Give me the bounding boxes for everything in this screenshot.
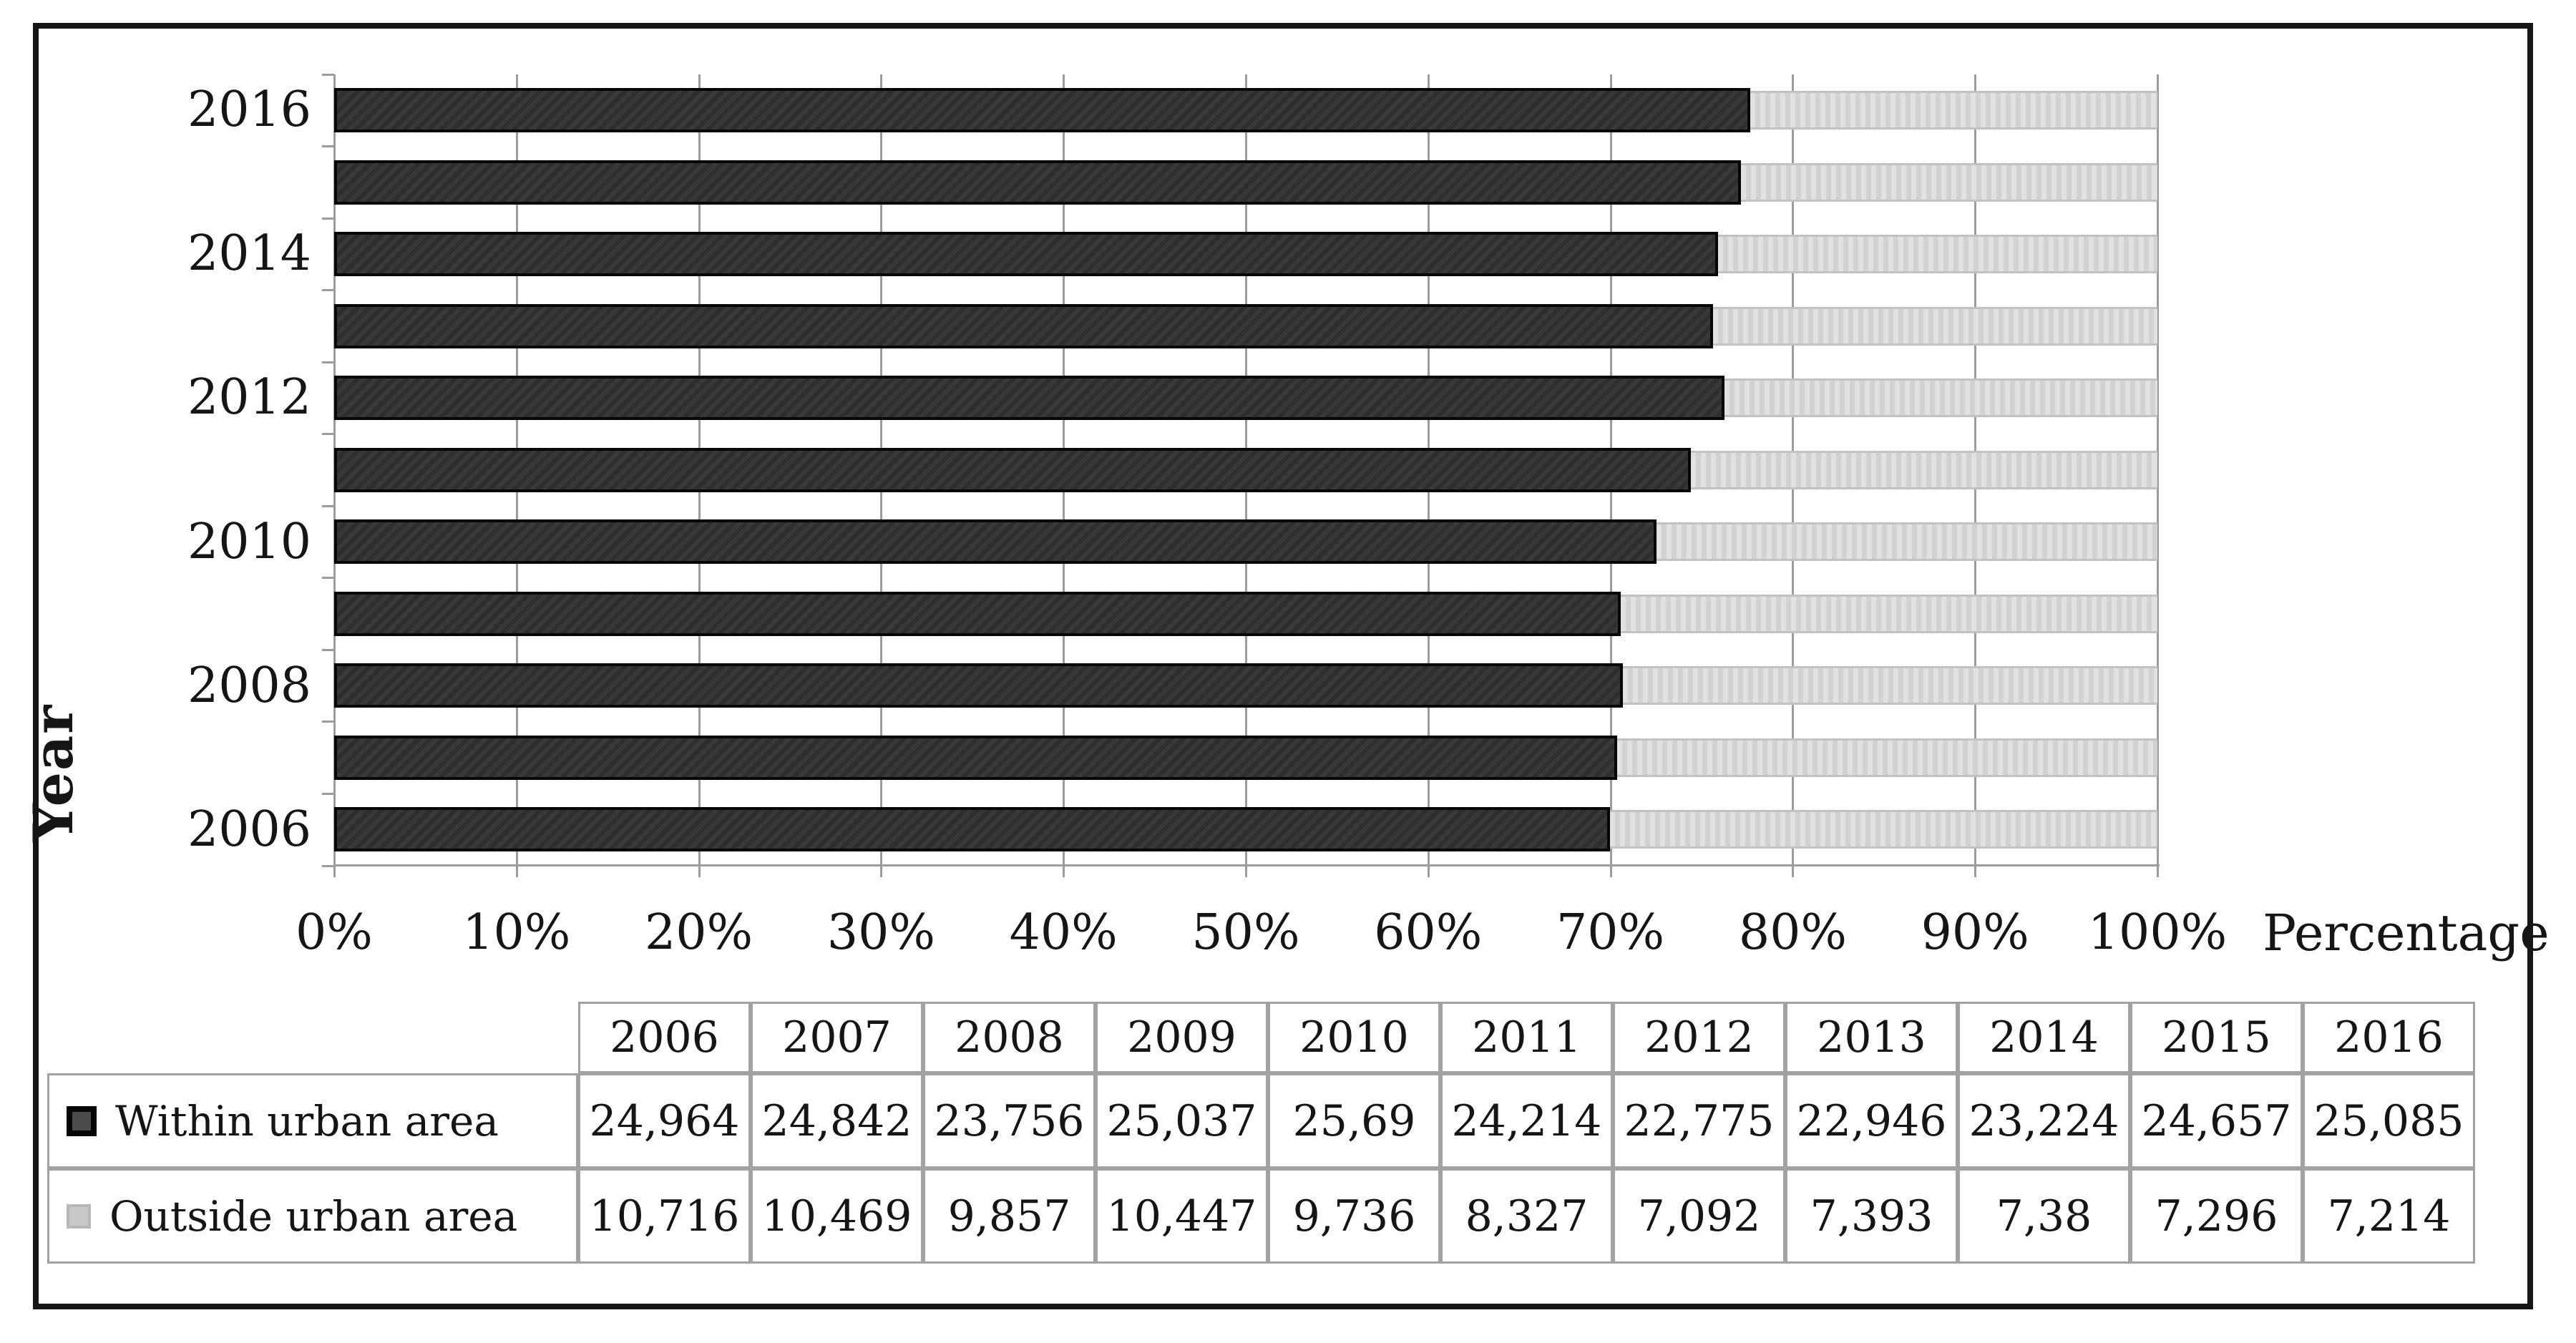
bar-2016-outside: [1750, 91, 2157, 130]
x-tick-label-70%: 70%: [1556, 904, 1665, 961]
y-axis-title: Year: [21, 703, 85, 842]
bar-2009-outside: [1620, 594, 2157, 633]
table-cell-2009-outside: 10,447: [1096, 1168, 1268, 1264]
y-axis-tick: [322, 577, 334, 580]
y-axis-tick: [322, 73, 334, 76]
gridline-100%: [2157, 74, 2159, 877]
table-cell-2006-within: 24,964: [578, 1073, 751, 1168]
table-cell-2016-within: 25,085: [2303, 1073, 2475, 1168]
table-cell-2011-outside: 8,327: [1440, 1168, 1613, 1264]
x-tick-label-80%: 80%: [1738, 904, 1847, 961]
plot-area: [322, 73, 2160, 877]
bar-2008-within: [334, 663, 1623, 708]
series-name: Outside urban area: [109, 1191, 518, 1241]
bar-2013-within: [334, 303, 1714, 348]
y-axis-tick: [322, 145, 334, 148]
table-corner-cell: [47, 1002, 578, 1073]
table-cell-2015-outside: 7,296: [2130, 1168, 2303, 1264]
bar-2013-outside: [1713, 306, 2157, 346]
table-header-2007: 2007: [751, 1002, 923, 1073]
y-tick-label-2010: 2010: [187, 513, 311, 570]
bar-2007-within: [334, 735, 1617, 780]
x-tick-label-100%: 100%: [2087, 904, 2228, 961]
x-tick-label-30%: 30%: [826, 904, 935, 961]
x-tick-label-90%: 90%: [1921, 904, 2029, 961]
table-header-2013: 2013: [1785, 1002, 1958, 1073]
y-tick-label-2012: 2012: [187, 369, 311, 426]
y-axis-tick: [322, 792, 334, 795]
y-tick-label-2014: 2014: [187, 225, 311, 283]
legend-swatch-within-icon: [67, 1105, 97, 1136]
table-cell-2009-within: 25,037: [1096, 1073, 1268, 1168]
table-cell-2013-within: 22,946: [1785, 1073, 1958, 1168]
x-tick-label-40%: 40%: [1009, 904, 1118, 961]
table-cell-2010-within: 25,69: [1268, 1073, 1440, 1168]
table-cell-2008-outside: 9,857: [923, 1168, 1096, 1264]
table-header-2006: 2006: [578, 1002, 751, 1073]
x-tick-label-50%: 50%: [1191, 904, 1300, 961]
table-cell-2013-outside: 7,393: [1785, 1168, 1958, 1264]
bar-2006-within: [334, 807, 1610, 852]
table-header-2015: 2015: [2130, 1002, 2303, 1073]
table-cell-2014-within: 23,224: [1958, 1073, 2130, 1168]
y-tick-label-2008: 2008: [187, 657, 311, 714]
bar-2008-outside: [1622, 666, 2157, 705]
legend-swatch-outside-icon: [67, 1203, 91, 1229]
table-cell-2008-within: 23,756: [923, 1073, 1096, 1168]
bar-2011-outside: [1690, 450, 2157, 489]
x-tick-label-0%: 0%: [296, 904, 373, 961]
bar-2016-within: [334, 88, 1750, 132]
bar-2012-within: [334, 376, 1724, 421]
y-axis-tick: [322, 504, 334, 507]
table-cell-2010-outside: 9,736: [1268, 1168, 1440, 1264]
bar-2010-outside: [1656, 522, 2157, 562]
table-cell-2012-outside: 7,092: [1613, 1168, 1785, 1264]
bar-2015-within: [334, 160, 1742, 205]
bar-2014-outside: [1717, 235, 2157, 274]
table-cell-2015-within: 24,657: [2130, 1073, 2303, 1168]
table-header-2016: 2016: [2303, 1002, 2475, 1073]
x-tick-label-10%: 10%: [462, 904, 571, 961]
table-cell-2012-within: 22,775: [1613, 1073, 1785, 1168]
y-axis-tick: [322, 648, 334, 651]
table-cell-2007-outside: 10,469: [751, 1168, 923, 1264]
y-axis-tick: [322, 289, 334, 292]
bar-2007-outside: [1616, 738, 2157, 777]
y-tick-label-2006: 2006: [187, 801, 311, 858]
figure-border: [33, 23, 2533, 1309]
y-axis-tick: [322, 721, 334, 723]
x-tick-label-20%: 20%: [645, 904, 753, 961]
table-header-2011: 2011: [1440, 1002, 1613, 1073]
bar-2012-outside: [1724, 379, 2157, 418]
table-header-2009: 2009: [1096, 1002, 1268, 1073]
bar-2015-outside: [1741, 162, 2157, 202]
x-tick-label-60%: 60%: [1374, 904, 1483, 961]
table-row-label-within: Within urban area: [47, 1073, 578, 1168]
y-axis-tick: [322, 217, 334, 220]
table-row-label-outside: Outside urban area: [47, 1168, 578, 1264]
y-axis-tick: [322, 361, 334, 363]
data-table: 2006 2007 2008 2009 2010 2011 2012 2013 2014 2015…: [47, 1002, 2475, 1264]
x-axis-line: [334, 864, 2160, 866]
bar-2006-outside: [1609, 810, 2157, 849]
table-header-2014: 2014: [1958, 1002, 2130, 1073]
series-name: Within urban area: [115, 1096, 499, 1146]
table-cell-2016-outside: 7,214: [2303, 1168, 2475, 1264]
x-axis-title: Percentage: [2263, 904, 2550, 962]
y-axis-tick: [322, 864, 334, 867]
bar-2010-within: [334, 519, 1657, 565]
table-cell-2006-outside: 10,716: [578, 1168, 751, 1264]
table-header-2008: 2008: [923, 1002, 1096, 1073]
table-cell-2011-within: 24,214: [1440, 1073, 1613, 1168]
bar-2009-within: [334, 591, 1621, 636]
table-header-2010: 2010: [1268, 1002, 1440, 1073]
bar-2014-within: [334, 232, 1718, 277]
y-axis-tick: [322, 433, 334, 436]
y-tick-label-2016: 2016: [187, 82, 311, 139]
table-cell-2007-within: 24,842: [751, 1073, 923, 1168]
table-cell-2014-outside: 7,38: [1958, 1168, 2130, 1264]
table-header-2012: 2012: [1613, 1002, 1785, 1073]
bar-2011-within: [334, 447, 1691, 492]
